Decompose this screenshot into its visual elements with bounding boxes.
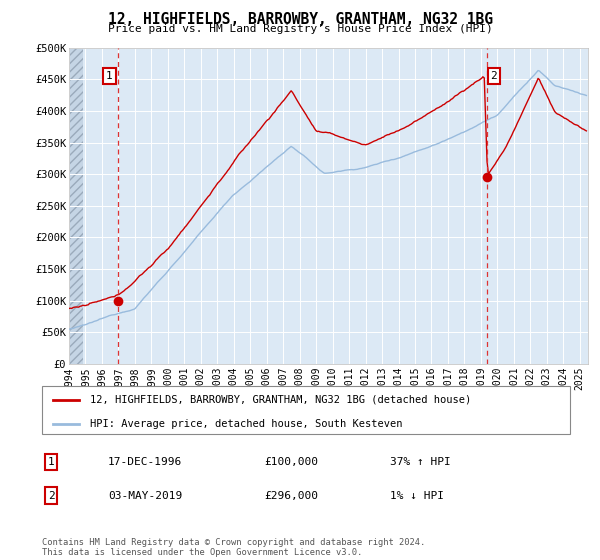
Text: Contains HM Land Registry data © Crown copyright and database right 2024.
This d: Contains HM Land Registry data © Crown c… (42, 538, 425, 557)
FancyBboxPatch shape (42, 386, 570, 434)
Text: 12, HIGHFIELDS, BARROWBY, GRANTHAM, NG32 1BG (detached house): 12, HIGHFIELDS, BARROWBY, GRANTHAM, NG32… (89, 395, 471, 405)
Text: Price paid vs. HM Land Registry's House Price Index (HPI): Price paid vs. HM Land Registry's House … (107, 24, 493, 34)
Text: 37% ↑ HPI: 37% ↑ HPI (390, 457, 451, 467)
Text: 12, HIGHFIELDS, BARROWBY, GRANTHAM, NG32 1BG: 12, HIGHFIELDS, BARROWBY, GRANTHAM, NG32… (107, 12, 493, 27)
Text: £100,000: £100,000 (264, 457, 318, 467)
Text: HPI: Average price, detached house, South Kesteven: HPI: Average price, detached house, Sout… (89, 418, 402, 428)
Text: 2: 2 (47, 491, 55, 501)
Text: 2: 2 (491, 71, 497, 81)
Text: 1: 1 (106, 71, 113, 81)
Text: 1: 1 (47, 457, 55, 467)
Text: 1% ↓ HPI: 1% ↓ HPI (390, 491, 444, 501)
Text: 03-MAY-2019: 03-MAY-2019 (108, 491, 182, 501)
Text: 17-DEC-1996: 17-DEC-1996 (108, 457, 182, 467)
Text: £296,000: £296,000 (264, 491, 318, 501)
